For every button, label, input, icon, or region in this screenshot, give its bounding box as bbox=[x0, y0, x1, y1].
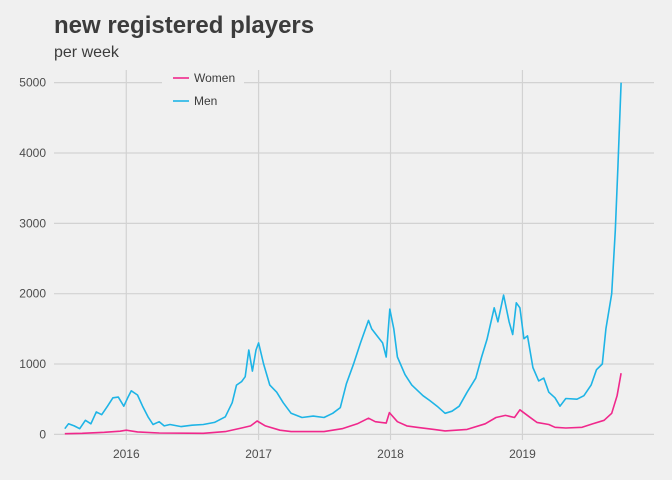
chart-title: new registered players bbox=[54, 12, 315, 39]
y-tick-label: 2000 bbox=[19, 287, 46, 301]
series-line-women bbox=[64, 373, 622, 435]
legend-box bbox=[162, 66, 244, 112]
y-tick-label: 5000 bbox=[19, 76, 46, 90]
y-axis-tick-labels: 0 1000 2000 3000 4000 5000 bbox=[19, 76, 46, 442]
x-tick-label: 2019 bbox=[509, 447, 536, 461]
y-tick-label: 1000 bbox=[19, 357, 46, 371]
x-tick-label: 2017 bbox=[245, 447, 272, 461]
x-tick-label: 2018 bbox=[377, 447, 404, 461]
grid-lines bbox=[54, 70, 654, 440]
legend-label-women: Women bbox=[194, 71, 235, 85]
y-tick-label: 0 bbox=[39, 427, 46, 441]
legend: Women Men bbox=[162, 66, 244, 112]
series-line-men bbox=[64, 82, 622, 430]
y-tick-label: 3000 bbox=[19, 216, 46, 230]
x-axis-tick-labels: 2016 2017 2018 2019 bbox=[113, 447, 536, 461]
series-lines bbox=[64, 82, 622, 435]
legend-label-men: Men bbox=[194, 94, 217, 108]
y-tick-label: 4000 bbox=[19, 146, 46, 160]
chart-subtitle: per week bbox=[54, 44, 119, 61]
x-tick-label: 2016 bbox=[113, 447, 140, 461]
